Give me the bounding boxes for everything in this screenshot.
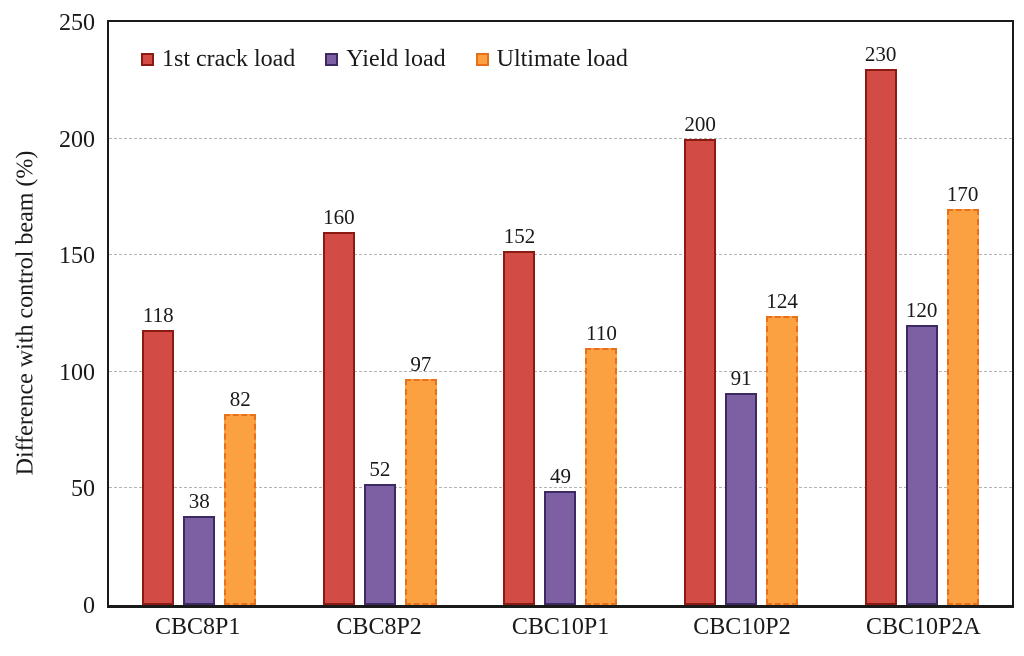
bar-wrap: 110 xyxy=(585,321,618,605)
bar-wrap: 230 xyxy=(864,41,897,605)
bar-value-label: 49 xyxy=(549,463,571,488)
bar-value-label: 118 xyxy=(142,302,174,327)
legend-item-1st-crack-load: 1st crack load xyxy=(141,46,295,72)
y-tick-label: 0 xyxy=(83,593,95,619)
bar-ultimate-load xyxy=(404,378,437,605)
bar-value-label: 91 xyxy=(730,365,752,390)
bar-1st-crack-load xyxy=(503,250,536,605)
bar-ultimate-load xyxy=(766,315,799,605)
bar-group-cbc8p1: 118 38 82 xyxy=(109,22,290,605)
legend-swatch-icon xyxy=(475,52,489,66)
legend-label: Yield load xyxy=(346,46,446,72)
bar-value-label: 82 xyxy=(229,386,251,411)
bar-wrap: 200 xyxy=(684,111,717,605)
gridline xyxy=(109,254,1012,256)
bar-1st-crack-load xyxy=(142,329,175,605)
bar-1st-crack-load xyxy=(322,231,355,605)
bar-value-label: 97 xyxy=(410,351,432,376)
y-axis-title: Difference with control beam (%) xyxy=(12,150,39,476)
bar-yield-load xyxy=(183,516,216,605)
bar-group-cbc8p2: 160 52 97 xyxy=(290,22,471,605)
legend-swatch-icon xyxy=(141,52,154,66)
gridline xyxy=(109,370,1012,372)
bar-yield-load xyxy=(363,483,396,605)
legend-label: 1st crack load xyxy=(162,46,296,72)
bar-groups: 118 38 82 160 52 97 152 49 110 200 91 124 230 120 170 xyxy=(109,22,1012,605)
y-tick-label: 50 xyxy=(71,476,95,503)
x-axis-category-labels: CBC8P1 CBC8P2 CBC10P1 CBC10P2 CBC10P2A xyxy=(107,614,1014,641)
bar-1st-crack-load xyxy=(864,68,897,605)
legend-item-yield-load: Yield load xyxy=(325,46,446,72)
y-tick-label: 100 xyxy=(59,359,95,386)
bar-value-label: 120 xyxy=(905,298,938,323)
legend-item-ultimate-load: Ultimate load xyxy=(475,46,628,72)
x-category-label: CBC8P1 xyxy=(155,614,241,640)
bar-wrap: 160 xyxy=(322,204,355,605)
legend-label: Ultimate load xyxy=(496,46,628,72)
bar-1st-crack-load xyxy=(684,138,717,605)
y-tick-label: 150 xyxy=(59,243,95,270)
x-category-label: CBC10P2A xyxy=(865,614,981,640)
bar-wrap: 170 xyxy=(946,181,979,605)
legend: 1st crack load Yield load Ultimate load xyxy=(135,44,634,74)
bar-wrap: 97 xyxy=(404,351,437,605)
legend-swatch-icon xyxy=(325,52,339,66)
bar-value-label: 152 xyxy=(503,223,536,248)
bar-group-cbc10p1: 152 49 110 xyxy=(470,22,651,605)
bar-wrap: 120 xyxy=(905,298,938,605)
bar-value-label: 160 xyxy=(323,204,355,229)
bar-value-label: 124 xyxy=(766,288,798,313)
x-category-label: CBC10P1 xyxy=(511,614,610,640)
bar-yield-load xyxy=(544,490,577,605)
x-category-label: CBC8P2 xyxy=(336,614,422,640)
y-tick-label: 200 xyxy=(59,126,95,153)
bar-ultimate-load xyxy=(585,348,618,605)
bar-wrap: 82 xyxy=(224,386,257,605)
bar-value-label: 38 xyxy=(188,489,210,514)
bar-wrap: 38 xyxy=(183,489,216,605)
bar-group-cbc10p2a: 230 120 170 xyxy=(831,22,1012,605)
y-tick-label: 250 xyxy=(59,10,95,36)
bar-group-cbc10p2: 200 91 124 xyxy=(651,22,832,605)
bar-yield-load xyxy=(905,325,938,605)
x-category-label: CBC10P2 xyxy=(693,614,791,640)
bar-value-label: 52 xyxy=(369,456,391,481)
bar-wrap: 118 xyxy=(142,302,175,605)
bar-wrap: 52 xyxy=(363,456,396,605)
bar-wrap: 124 xyxy=(766,288,799,605)
bar-ultimate-load xyxy=(946,208,979,605)
bar-value-label: 200 xyxy=(684,111,716,136)
bar-value-label: 230 xyxy=(864,41,897,66)
bar-value-label: 170 xyxy=(946,181,979,206)
gridline xyxy=(109,137,1012,139)
bar-wrap: 91 xyxy=(725,365,758,605)
bar-wrap: 49 xyxy=(544,463,577,605)
bar-ultimate-load xyxy=(224,413,257,605)
bar-yield-load xyxy=(725,392,758,605)
bar-value-label: 110 xyxy=(586,321,617,346)
bar-wrap: 152 xyxy=(503,223,536,605)
plot-area: 118 38 82 160 52 97 152 49 110 200 91 124 230 120 170 … xyxy=(107,20,1014,608)
gridline xyxy=(109,487,1012,489)
